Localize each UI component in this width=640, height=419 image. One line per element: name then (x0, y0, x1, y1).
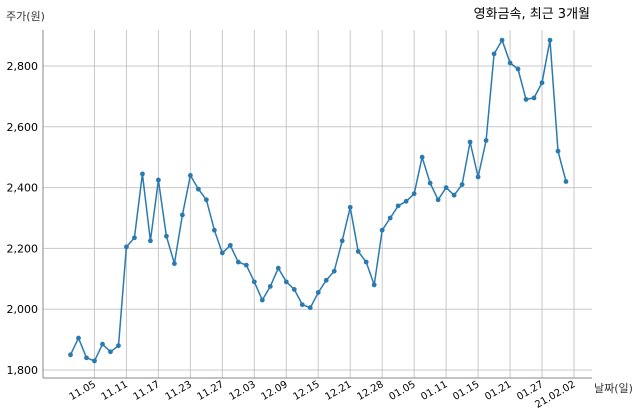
data-point (187, 173, 193, 178)
data-point (475, 174, 481, 180)
data-point (491, 51, 497, 57)
x-tick-label: 12.09 (259, 379, 289, 403)
x-tick-label: 12.28 (355, 379, 385, 403)
grid (43, 30, 592, 378)
data-point (116, 343, 121, 349)
data-point (315, 290, 321, 295)
data-point (403, 198, 409, 204)
data-point (459, 182, 465, 187)
x-tick-label: 11.27 (196, 379, 226, 403)
data-point (355, 249, 361, 254)
data-point (507, 60, 513, 66)
x-tick-label: 12.15 (291, 379, 321, 403)
data-point (227, 242, 233, 248)
data-point (299, 302, 305, 308)
x-axis-label: 날짜(일) (594, 381, 633, 395)
x-tick-label: 12.21 (323, 379, 353, 403)
data-point (100, 341, 105, 347)
x-tick-label: 12.03 (228, 379, 258, 403)
series (68, 37, 569, 364)
data-point (203, 197, 209, 203)
y-tick-label: 2,200 (7, 242, 39, 255)
x-tick-label: 11.11 (100, 379, 130, 403)
data-point (499, 37, 505, 43)
data-point (443, 185, 449, 191)
data-point (547, 37, 553, 43)
axes (42, 30, 592, 379)
data-point (259, 297, 265, 303)
x-tick-labels: 11.05 11.11 11.17 11.23 11.27 12.03 12.09 12.15… (68, 379, 578, 411)
data-point (108, 349, 113, 355)
data-point (251, 279, 257, 285)
data-point (411, 191, 417, 197)
x-tick-label: 11.05 (68, 379, 98, 403)
y-axis-label: 주가(원) (6, 10, 45, 23)
data-point (379, 227, 385, 233)
data-point (515, 66, 521, 72)
x-tick-label: 01.05 (387, 379, 417, 403)
data-point (219, 250, 225, 256)
data-point (435, 197, 441, 203)
data-point (195, 186, 201, 192)
x-tick-label: 11.17 (132, 379, 162, 403)
data-point (267, 284, 273, 289)
data-point (179, 212, 185, 218)
data-point (235, 259, 241, 265)
y-tick-labels: 1,800 2,000 2,200 2,400 2,600 2,800 (7, 60, 39, 377)
data-point (323, 277, 329, 283)
y-tick-label: 2,000 (7, 303, 39, 316)
data-point (563, 179, 569, 184)
data-point (148, 238, 153, 244)
x-tick-label: 01.11 (419, 379, 449, 403)
x-tick-label: 01.15 (451, 379, 481, 403)
data-point (211, 227, 217, 233)
data-point (291, 287, 297, 292)
chart-title: 영화금속, 최근 3개월 (474, 7, 590, 22)
data-point (124, 244, 129, 250)
y-tick-label: 2,800 (7, 60, 39, 73)
data-point (84, 355, 89, 361)
data-point (387, 215, 393, 221)
data-point (68, 352, 73, 358)
data-point (339, 238, 345, 244)
data-point (140, 171, 145, 177)
data-point (171, 261, 177, 266)
data-point (555, 148, 561, 154)
data-point (371, 282, 377, 288)
data-point (92, 358, 97, 364)
y-tick-label: 1,800 (7, 364, 39, 377)
y-tick-label: 2,400 (7, 182, 39, 195)
data-point (164, 233, 169, 239)
data-point (76, 335, 81, 341)
data-point (307, 305, 313, 311)
data-point (451, 192, 457, 198)
data-point (419, 154, 425, 160)
data-point (467, 139, 473, 145)
data-point (156, 177, 161, 183)
data-point (347, 204, 353, 210)
data-point (483, 138, 489, 143)
data-point (132, 235, 137, 241)
data-point (275, 265, 281, 271)
x-tick-label: 11.23 (164, 379, 194, 403)
data-point (427, 180, 433, 186)
data-point (531, 95, 537, 101)
data-point (363, 259, 369, 265)
y-tick-label: 2,600 (7, 121, 39, 134)
data-point (523, 97, 529, 102)
x-tick-label: 01.21 (483, 379, 513, 403)
data-point (283, 279, 289, 285)
data-point (539, 80, 545, 86)
data-point (395, 203, 401, 209)
data-point (243, 262, 249, 268)
data-point (331, 268, 337, 274)
